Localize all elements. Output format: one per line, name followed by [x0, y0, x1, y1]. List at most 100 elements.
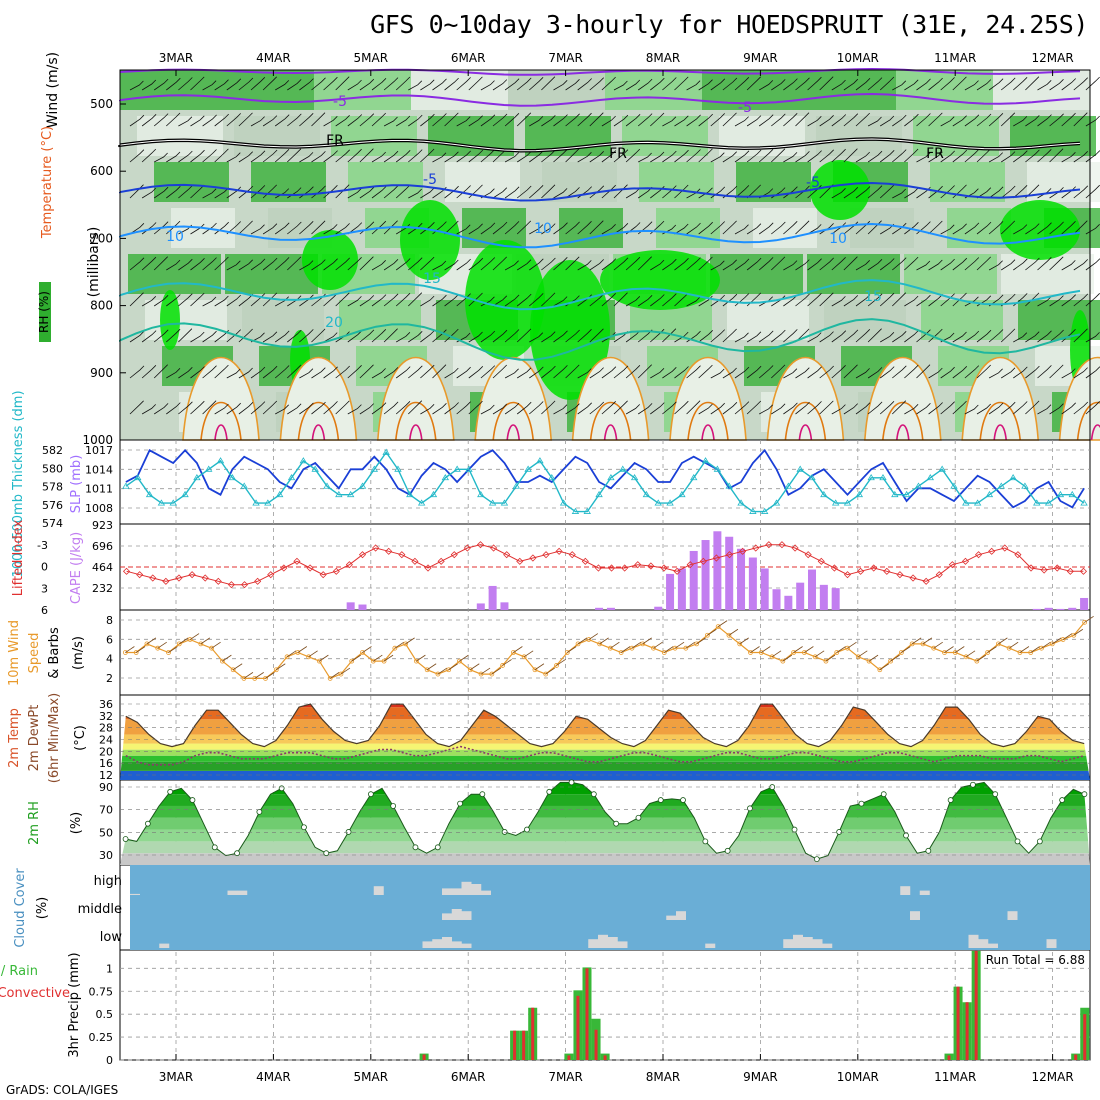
wind-barb — [650, 112, 665, 127]
wind-speed-point — [241, 675, 247, 681]
cloud-block — [130, 893, 140, 895]
surface-wind-barb — [394, 641, 405, 649]
wind-barb — [722, 151, 737, 163]
wind-tick-label: 2 — [106, 672, 113, 685]
thickness-point — [902, 490, 911, 498]
wind-label-2: Speed — [27, 633, 42, 674]
wind-barb — [166, 402, 181, 415]
wind-barb — [153, 221, 169, 235]
wind-barb — [504, 260, 519, 271]
rh-point — [122, 836, 129, 842]
wind-barb — [371, 260, 386, 271]
temp-tick-label: 20 — [99, 745, 113, 758]
wind-barb — [831, 365, 846, 379]
wind-barb — [904, 79, 919, 91]
lifted-index-tick-label: 6 — [41, 604, 48, 617]
wind-barb — [855, 186, 871, 199]
temp-label-2: 2m DewPt — [27, 705, 42, 772]
wind-speed-point — [640, 641, 646, 647]
wind-barb — [710, 152, 725, 163]
wind-barb — [892, 365, 907, 379]
surface-wind-barb — [200, 637, 211, 645]
thickness-point — [950, 482, 958, 489]
day-label-bottom: 8MAR — [646, 1070, 681, 1084]
wind-barb — [722, 220, 737, 235]
wind-barb — [1085, 332, 1100, 343]
thickness-point — [559, 499, 568, 506]
temp-tick-label: 16 — [99, 757, 113, 770]
rh-point — [479, 791, 486, 798]
cloud-block — [812, 939, 823, 948]
wind-speed-point — [424, 667, 430, 673]
precip-convective-bar — [974, 950, 978, 1060]
rh-point — [301, 824, 307, 831]
thickness-point — [571, 507, 580, 514]
wind-barb — [262, 292, 278, 307]
wind-barb — [1013, 224, 1028, 235]
thickness-point — [1056, 490, 1065, 498]
wind-barb — [202, 149, 217, 163]
wind-speed-line — [125, 621, 1086, 680]
wind-speed-point — [704, 632, 710, 638]
day-label-bottom: 9MAR — [743, 1070, 778, 1084]
wind-barb — [674, 76, 689, 91]
wind-barb — [855, 260, 870, 271]
thickness-point — [784, 482, 793, 489]
wind-speed-point — [683, 645, 689, 651]
wind-barb — [1085, 224, 1100, 235]
wind-barb — [153, 403, 169, 415]
dewpoint-line — [125, 745, 1085, 766]
thickness-point — [1080, 499, 1088, 506]
warm-contour — [687, 401, 729, 441]
wind-barb — [480, 330, 496, 343]
wind-barb — [867, 116, 882, 127]
wind-barb — [214, 148, 229, 163]
wind-speed-point — [155, 645, 161, 651]
wind-barb — [867, 293, 883, 307]
thickness-point — [760, 507, 769, 514]
wind-barb — [625, 114, 641, 127]
wind-barb — [1061, 112, 1076, 127]
wind-barb — [323, 366, 338, 379]
wind-barb — [335, 115, 350, 127]
surface-wind-barb — [459, 654, 469, 662]
cloud-block — [988, 943, 998, 948]
wind-barb — [129, 257, 145, 271]
wind-barb — [553, 80, 568, 91]
wind-barb — [940, 224, 955, 235]
cloud-level-label-middle: middle — [78, 902, 122, 917]
rh-point — [880, 791, 887, 798]
wind-barb — [492, 329, 508, 343]
hot-contour — [506, 424, 520, 441]
wind-barb — [1000, 185, 1016, 199]
rh-shade-cell — [314, 70, 411, 110]
wind-barb — [420, 295, 435, 307]
wind-barb — [516, 259, 532, 271]
wind-barb — [976, 329, 992, 343]
temp-color-band — [120, 749, 1090, 756]
wind-barb — [323, 116, 338, 127]
wind-barb — [625, 148, 641, 163]
wind-barb — [371, 294, 387, 307]
rh-shade-cell — [242, 300, 324, 340]
rh-line — [125, 781, 1085, 860]
cloud-block — [598, 934, 608, 948]
wind-barb — [710, 78, 726, 91]
lifted-index-point — [883, 567, 891, 575]
wind-barb — [529, 116, 544, 127]
surface-wind-barb — [383, 654, 394, 662]
rh-2m-label: 2m RH — [27, 801, 42, 845]
wind-barb — [408, 188, 422, 199]
lifted-index-point — [778, 541, 786, 549]
thickness-point — [134, 474, 142, 481]
wind-barb — [819, 76, 834, 91]
wind-barb — [468, 366, 484, 379]
surface-wind-barb — [1084, 615, 1094, 623]
wind-barb — [492, 113, 508, 127]
day-label-bottom: 12MAR — [1032, 1070, 1074, 1084]
wind-barb — [964, 222, 980, 235]
wind-barb — [214, 113, 229, 127]
temp-label-3: (6hr Min/Max) — [47, 693, 62, 783]
wind-barb — [698, 364, 713, 379]
wind-barb — [928, 112, 943, 127]
